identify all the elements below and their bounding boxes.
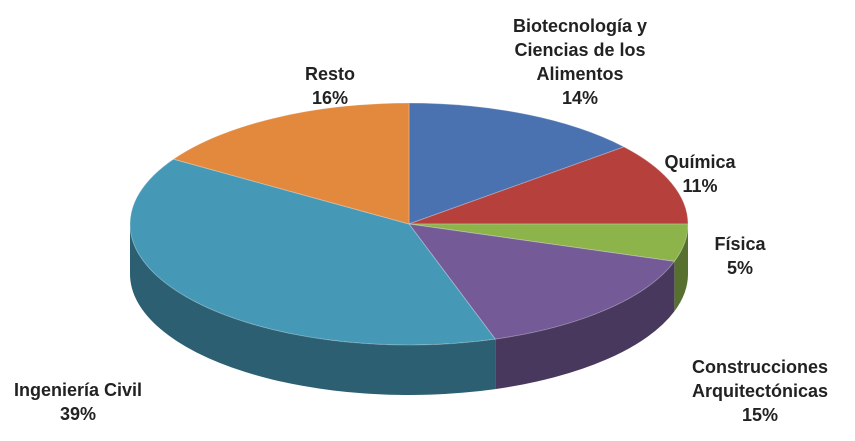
slice: [172, 102, 410, 225]
slice: [407, 223, 676, 340]
slice-label: Química 11%: [664, 150, 735, 198]
slice-label: Ingeniería Civil 39%: [14, 378, 142, 426]
value-label: 15%: [741, 405, 779, 425]
category-label: Química: [664, 152, 736, 172]
slice: [408, 146, 689, 225]
category-label: Resto: [304, 64, 356, 84]
value-label: 14%: [561, 88, 599, 108]
slice-side: [674, 224, 688, 312]
value-label: 16%: [311, 88, 349, 108]
value-label: 39%: [59, 404, 97, 424]
slice-label: Resto 16%: [305, 62, 355, 110]
slice-label: Física 5%: [714, 232, 765, 280]
slice-label: Biotecnología y Ciencias de los Alimento…: [513, 14, 647, 110]
slice: [408, 223, 689, 262]
category-label: Ingeniería Civil: [13, 380, 143, 400]
slice: [408, 102, 626, 225]
slice-side: [129, 224, 496, 395]
value-label: 11%: [682, 176, 718, 196]
value-label: 5%: [726, 258, 753, 278]
category-label: Física: [714, 234, 766, 254]
slice-side: [495, 261, 675, 390]
slice: [129, 158, 497, 346]
category-label: Biotecnología y Ciencias de los Alimento…: [512, 16, 648, 84]
category-label: Construcciones Arquitectónicas: [691, 357, 829, 401]
slice-label: Construcciones Arquitectónicas 15%: [692, 355, 828, 427]
